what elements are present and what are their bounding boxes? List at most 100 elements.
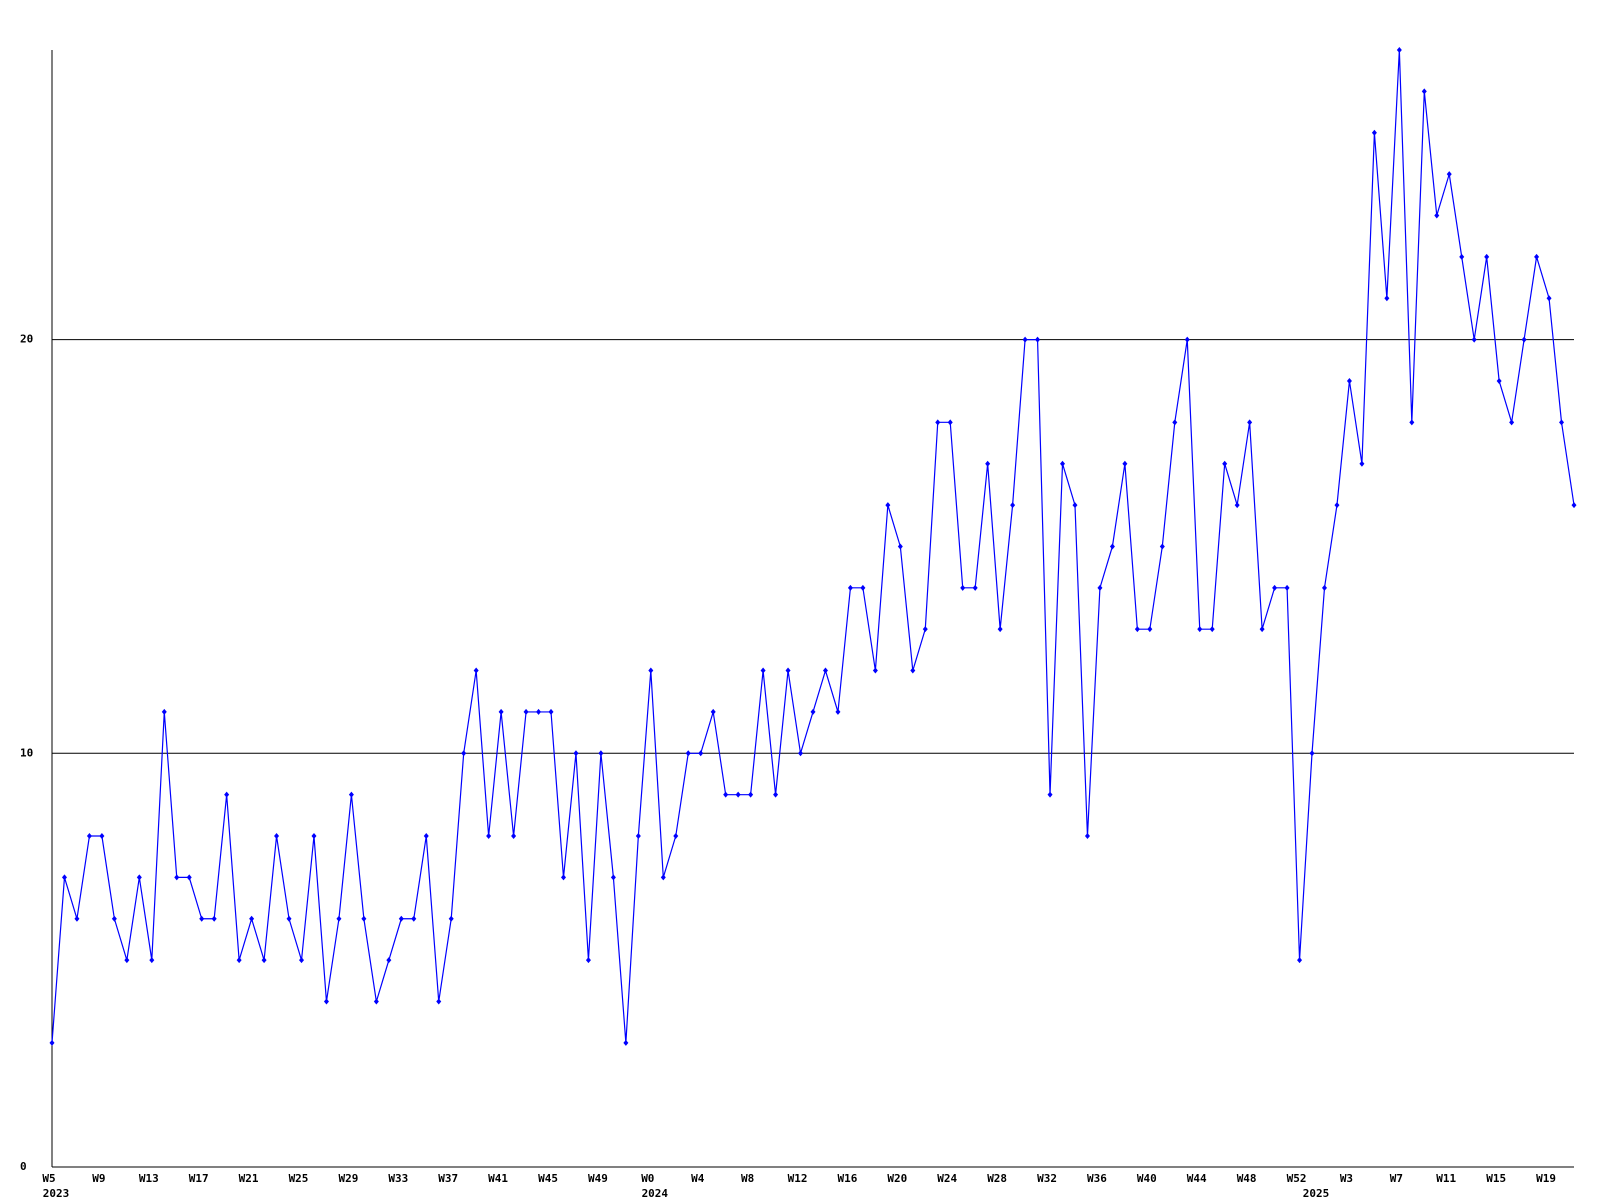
data-point bbox=[1559, 419, 1565, 426]
data-point bbox=[935, 419, 941, 426]
x-tick-label: W9 bbox=[92, 1172, 105, 1185]
data-point bbox=[149, 957, 155, 964]
data-point bbox=[1496, 377, 1502, 384]
data-point bbox=[174, 874, 180, 881]
data-point bbox=[785, 667, 791, 674]
x-tick-label: W20 bbox=[887, 1172, 907, 1185]
data-point bbox=[1084, 833, 1090, 840]
year-label: 2025 bbox=[1303, 1187, 1330, 1200]
data-point bbox=[1509, 419, 1515, 426]
data-point bbox=[1434, 212, 1440, 219]
year-label: 2023 bbox=[43, 1187, 70, 1200]
x-tick-label: W12 bbox=[788, 1172, 808, 1185]
data-point bbox=[1371, 129, 1377, 136]
data-point bbox=[598, 750, 604, 757]
data-point bbox=[1222, 460, 1228, 467]
x-tick-label: W3 bbox=[1340, 1172, 1353, 1185]
x-tick-label: W41 bbox=[488, 1172, 508, 1185]
data-point bbox=[436, 998, 442, 1005]
data-point bbox=[1534, 253, 1540, 260]
data-point bbox=[648, 667, 654, 674]
data-point bbox=[673, 833, 679, 840]
x-tick-label: W25 bbox=[289, 1172, 309, 1185]
data-point bbox=[1409, 419, 1415, 426]
data-point bbox=[748, 791, 754, 798]
data-point bbox=[1346, 377, 1352, 384]
data-point bbox=[1010, 502, 1016, 509]
data-point bbox=[323, 998, 329, 1005]
data-point bbox=[997, 626, 1003, 633]
y-tick-label: 0 bbox=[20, 1160, 27, 1173]
data-point bbox=[49, 1039, 55, 1046]
data-point bbox=[1134, 626, 1140, 633]
data-point bbox=[511, 833, 517, 840]
data-point bbox=[448, 915, 454, 922]
x-tick-label: W7 bbox=[1390, 1172, 1403, 1185]
y-tick-label: 20 bbox=[20, 333, 33, 346]
data-point bbox=[1097, 584, 1103, 591]
x-tick-label: W44 bbox=[1187, 1172, 1207, 1185]
x-tick-label: W16 bbox=[837, 1172, 857, 1185]
data-point bbox=[336, 915, 342, 922]
data-point bbox=[810, 708, 816, 715]
data-point bbox=[536, 708, 542, 715]
data-point bbox=[1072, 502, 1078, 509]
x-tick-label: W52 bbox=[1287, 1172, 1307, 1185]
data-point bbox=[798, 750, 804, 757]
data-point bbox=[960, 584, 966, 591]
data-point bbox=[660, 874, 666, 881]
data-point bbox=[373, 998, 379, 1005]
data-point bbox=[1035, 336, 1041, 343]
data-point bbox=[486, 833, 492, 840]
data-point bbox=[847, 584, 853, 591]
data-point bbox=[710, 708, 716, 715]
x-tick-label: W49 bbox=[588, 1172, 608, 1185]
data-point bbox=[361, 915, 367, 922]
data-point bbox=[1234, 502, 1240, 509]
data-point bbox=[972, 584, 978, 591]
x-tick-label: W28 bbox=[987, 1172, 1007, 1185]
data-point bbox=[548, 708, 554, 715]
data-point bbox=[773, 791, 779, 798]
data-point bbox=[698, 750, 704, 757]
data-point bbox=[897, 543, 903, 550]
data-point bbox=[249, 915, 255, 922]
x-tick-label: W21 bbox=[239, 1172, 259, 1185]
data-point bbox=[311, 833, 317, 840]
data-point bbox=[111, 915, 117, 922]
data-point bbox=[1259, 626, 1265, 633]
data-point bbox=[124, 957, 130, 964]
x-tick-label: W32 bbox=[1037, 1172, 1057, 1185]
data-point bbox=[1571, 502, 1577, 509]
data-point bbox=[461, 750, 467, 757]
data-point bbox=[261, 957, 267, 964]
data-point bbox=[1209, 626, 1215, 633]
data-point bbox=[560, 874, 566, 881]
x-tick-label: W37 bbox=[438, 1172, 458, 1185]
x-tick-label: W15 bbox=[1486, 1172, 1506, 1185]
data-point bbox=[286, 915, 292, 922]
data-point bbox=[1060, 460, 1066, 467]
data-point bbox=[1309, 750, 1315, 757]
data-line bbox=[51, 49, 1575, 1043]
data-point bbox=[885, 502, 891, 509]
data-point bbox=[1359, 460, 1365, 467]
data-point bbox=[1197, 626, 1203, 633]
data-point bbox=[1521, 336, 1527, 343]
data-point bbox=[1109, 543, 1115, 550]
data-point bbox=[1297, 957, 1303, 964]
data-point bbox=[86, 833, 92, 840]
x-tick-label: W48 bbox=[1237, 1172, 1257, 1185]
data-point bbox=[1172, 419, 1178, 426]
x-tick-label: W5 bbox=[42, 1172, 55, 1185]
data-point bbox=[1122, 460, 1128, 467]
data-point bbox=[1421, 88, 1427, 95]
data-point bbox=[947, 419, 953, 426]
x-tick-label: W11 bbox=[1436, 1172, 1456, 1185]
data-point bbox=[224, 791, 230, 798]
data-point bbox=[1334, 502, 1340, 509]
year-label: 2024 bbox=[642, 1187, 669, 1200]
data-point bbox=[623, 1039, 629, 1046]
x-tick-label: W13 bbox=[139, 1172, 159, 1185]
